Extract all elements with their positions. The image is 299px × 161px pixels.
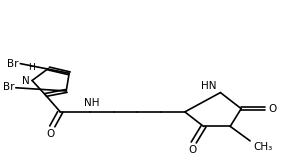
Text: Br: Br (7, 59, 19, 69)
Text: NH: NH (84, 98, 99, 108)
Text: H: H (28, 63, 35, 72)
Text: Br: Br (2, 82, 14, 92)
Text: N: N (22, 76, 30, 85)
Text: O: O (269, 104, 277, 114)
Text: O: O (47, 129, 55, 139)
Text: O: O (188, 145, 196, 155)
Text: HN: HN (201, 81, 217, 91)
Text: CH₃: CH₃ (253, 142, 272, 152)
